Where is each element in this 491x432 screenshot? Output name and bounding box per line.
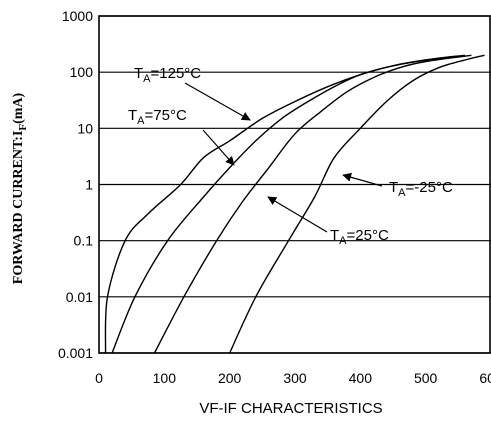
annotation-layer: TA=125°CTA=75°CTA=-25°CTA=25°C xyxy=(128,65,453,247)
annotation-main: T xyxy=(389,179,398,196)
axis-layer xyxy=(98,15,491,354)
y-tick-label: 100 xyxy=(70,64,94,80)
series-layer xyxy=(104,54,485,354)
annotation-subscript: A xyxy=(398,187,406,199)
x-tick-label: 600 xyxy=(479,370,491,386)
x-tick-label: 300 xyxy=(283,370,307,386)
annotation-main: T xyxy=(330,227,339,244)
annotation-label: TA=25°C xyxy=(330,227,389,247)
y-axis-title-subscript: F xyxy=(17,124,29,131)
plot-frame xyxy=(98,15,491,354)
y-axis-title-suffix: (mA) xyxy=(11,92,26,123)
y-tick-label: 1 xyxy=(85,177,93,193)
series-line xyxy=(111,54,465,354)
y-axis-title: FORWARD CURRENT:IF(mA) xyxy=(11,92,29,284)
annotation-subscript: A xyxy=(137,115,145,127)
x-tick-label: 400 xyxy=(349,370,373,386)
y-tick-label: 10 xyxy=(77,120,93,136)
annotation-rest: =75°C xyxy=(145,107,187,124)
annotation-label: TA=75°C xyxy=(128,107,187,127)
x-tick-label: 200 xyxy=(218,370,242,386)
series-line xyxy=(229,54,485,354)
annotation-label: TA=125°C xyxy=(134,65,201,85)
annotation-subscript: A xyxy=(143,73,151,85)
x-tick-label: 0 xyxy=(95,370,103,386)
annotation-label: TA=-25°C xyxy=(389,179,453,199)
annotation-main: T xyxy=(134,65,143,82)
y-tick-label: 0.01 xyxy=(66,289,93,305)
y-tick-label: 1000 xyxy=(62,8,93,24)
series-line xyxy=(104,55,459,354)
y-tick-label: 0.1 xyxy=(74,233,94,249)
x-tick-label: 500 xyxy=(414,370,438,386)
annotation-main: T xyxy=(128,107,137,124)
x-axis-title: VF-IF CHARACTERISTICS xyxy=(199,400,382,417)
annotation-rest: =-25°C xyxy=(406,179,453,196)
x-tick-label: 100 xyxy=(153,370,177,386)
annotation-arrow xyxy=(184,82,251,121)
annotation-subscript: A xyxy=(339,235,347,247)
annotation-arrow xyxy=(202,129,235,166)
annotation-arrow xyxy=(267,196,328,233)
annotation-arrow xyxy=(342,172,383,187)
label-layer: 0.001 0.01 0.1 1 10 100 1000 0 100 200 300 400 500 60… xyxy=(11,8,491,417)
y-tick-label: 0.001 xyxy=(58,345,93,361)
series-line xyxy=(153,54,472,354)
annotation-rest: =125°C xyxy=(151,65,202,82)
y-axis-title-prefix: FORWARD CURRENT:I xyxy=(11,131,26,285)
annotation-rest: =25°C xyxy=(347,227,389,244)
